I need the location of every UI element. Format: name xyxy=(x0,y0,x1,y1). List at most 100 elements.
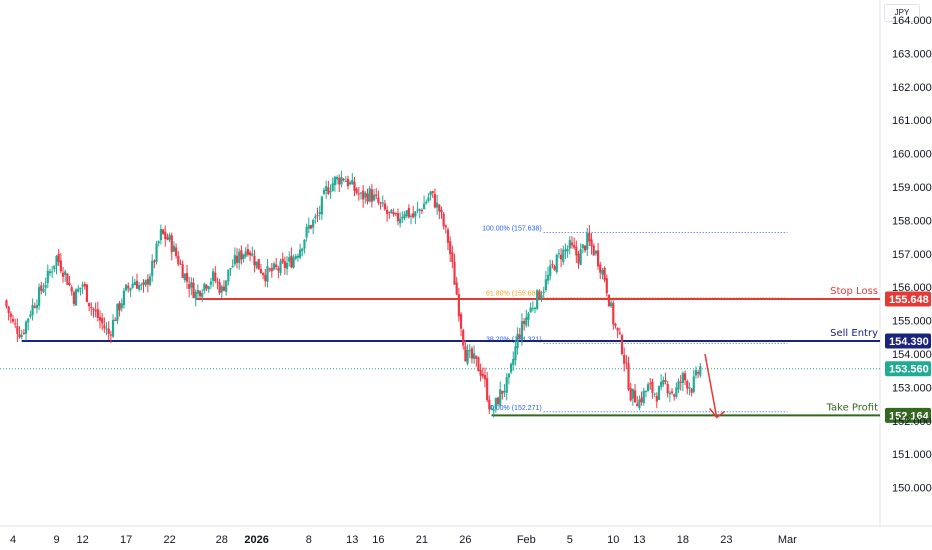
candle-body xyxy=(59,260,62,272)
candle-body xyxy=(111,319,115,337)
candle-body xyxy=(303,239,306,249)
candle-body xyxy=(292,257,295,268)
candle-body xyxy=(633,390,637,403)
candle-body xyxy=(309,225,313,229)
level-tag-value: 154.390 xyxy=(889,336,929,348)
candle-body xyxy=(83,283,86,287)
candle-body xyxy=(246,249,249,255)
candle-body xyxy=(335,176,339,180)
candle-body xyxy=(481,373,484,377)
candle-body xyxy=(531,308,534,310)
candle-body xyxy=(27,318,30,323)
candle-body xyxy=(588,232,591,242)
candle-body xyxy=(275,264,278,268)
candle-body xyxy=(368,188,371,202)
candle-body xyxy=(33,306,36,308)
candle-body xyxy=(190,282,193,288)
candle-body xyxy=(227,269,230,282)
candle-body xyxy=(557,253,561,255)
candle-body xyxy=(370,189,373,202)
candle-body xyxy=(670,391,674,393)
candle-body xyxy=(416,209,419,211)
candle-body xyxy=(66,273,69,285)
candle-body xyxy=(638,399,641,408)
currency-label[interactable]: JPY xyxy=(884,4,920,22)
candle-body xyxy=(222,286,226,291)
candle-body xyxy=(653,393,656,395)
candle-body xyxy=(540,295,543,298)
candle-body xyxy=(614,323,617,326)
time-tick-label: 13 xyxy=(346,534,358,546)
candle-body xyxy=(501,390,504,394)
candle-body xyxy=(270,267,273,272)
candle-body xyxy=(362,190,365,200)
candle-body xyxy=(166,237,169,240)
candle-body xyxy=(381,202,384,204)
candle-body xyxy=(577,253,580,264)
candle-body xyxy=(516,333,519,349)
candle-body xyxy=(277,268,280,271)
price-tick-label: 156.000 xyxy=(892,282,932,294)
candle-body xyxy=(427,197,430,201)
projection-arrow-head[interactable] xyxy=(709,408,726,419)
candle-body xyxy=(77,288,80,292)
candle-body xyxy=(203,283,206,291)
projection-arrow-shaft[interactable] xyxy=(704,353,718,418)
projection-arrow[interactable] xyxy=(704,353,726,419)
candle-body xyxy=(681,372,684,384)
candle-body xyxy=(509,363,513,373)
candle-body xyxy=(518,334,521,338)
candle-body xyxy=(662,380,665,385)
grid xyxy=(0,0,932,527)
candle-body xyxy=(22,332,25,334)
candle-body xyxy=(164,231,167,239)
candle-body xyxy=(503,390,506,393)
time-tick-label: 18 xyxy=(677,534,689,546)
candle-body xyxy=(333,176,336,185)
candle-body xyxy=(229,268,232,270)
price-tick-label: 152.000 xyxy=(892,416,932,428)
candle-body xyxy=(248,252,252,256)
candles xyxy=(5,170,702,418)
candle-body xyxy=(259,269,263,273)
level-lines[interactable]: Stop Loss 155.648 Sell Entry 154.390 Take Pr… xyxy=(0,286,931,423)
candle-body xyxy=(279,261,282,274)
candle-body xyxy=(251,253,254,256)
candle-body xyxy=(694,370,698,376)
candle-body xyxy=(562,249,565,262)
candle-body xyxy=(85,284,89,302)
candle-body xyxy=(612,302,615,325)
candle-body xyxy=(70,287,73,292)
candle-body xyxy=(351,179,354,185)
candle-body xyxy=(677,381,680,390)
candle-body xyxy=(564,249,567,252)
candle-body xyxy=(542,291,545,294)
candle-body xyxy=(459,314,463,329)
candle-body xyxy=(451,252,454,262)
candle-body xyxy=(255,261,258,268)
candle-body xyxy=(640,397,643,403)
candle-body xyxy=(401,216,404,219)
price-tick-label: 162.000 xyxy=(892,82,932,94)
candle-body xyxy=(668,392,671,395)
candle-body xyxy=(610,302,613,307)
candle-body xyxy=(220,286,223,293)
candle-body xyxy=(453,261,456,285)
candle-body xyxy=(499,389,502,406)
candle-body xyxy=(233,255,236,265)
candle-body xyxy=(131,283,134,288)
candle-body xyxy=(440,209,443,213)
candle-body xyxy=(664,380,667,382)
candle-body xyxy=(194,291,197,299)
candle-body xyxy=(90,306,93,309)
candle-body xyxy=(492,410,495,412)
fib-retracement[interactable]: 100.00% (157.638) 61.80% (155.688) 38.20% … xyxy=(482,226,788,413)
time-tick-label: 8 xyxy=(306,534,312,546)
time-tick-label: 13 xyxy=(633,534,645,546)
candle-body xyxy=(72,292,75,304)
time-tick-label: 2026 xyxy=(244,534,268,546)
candle-body xyxy=(151,260,154,276)
candle-body xyxy=(135,280,139,289)
